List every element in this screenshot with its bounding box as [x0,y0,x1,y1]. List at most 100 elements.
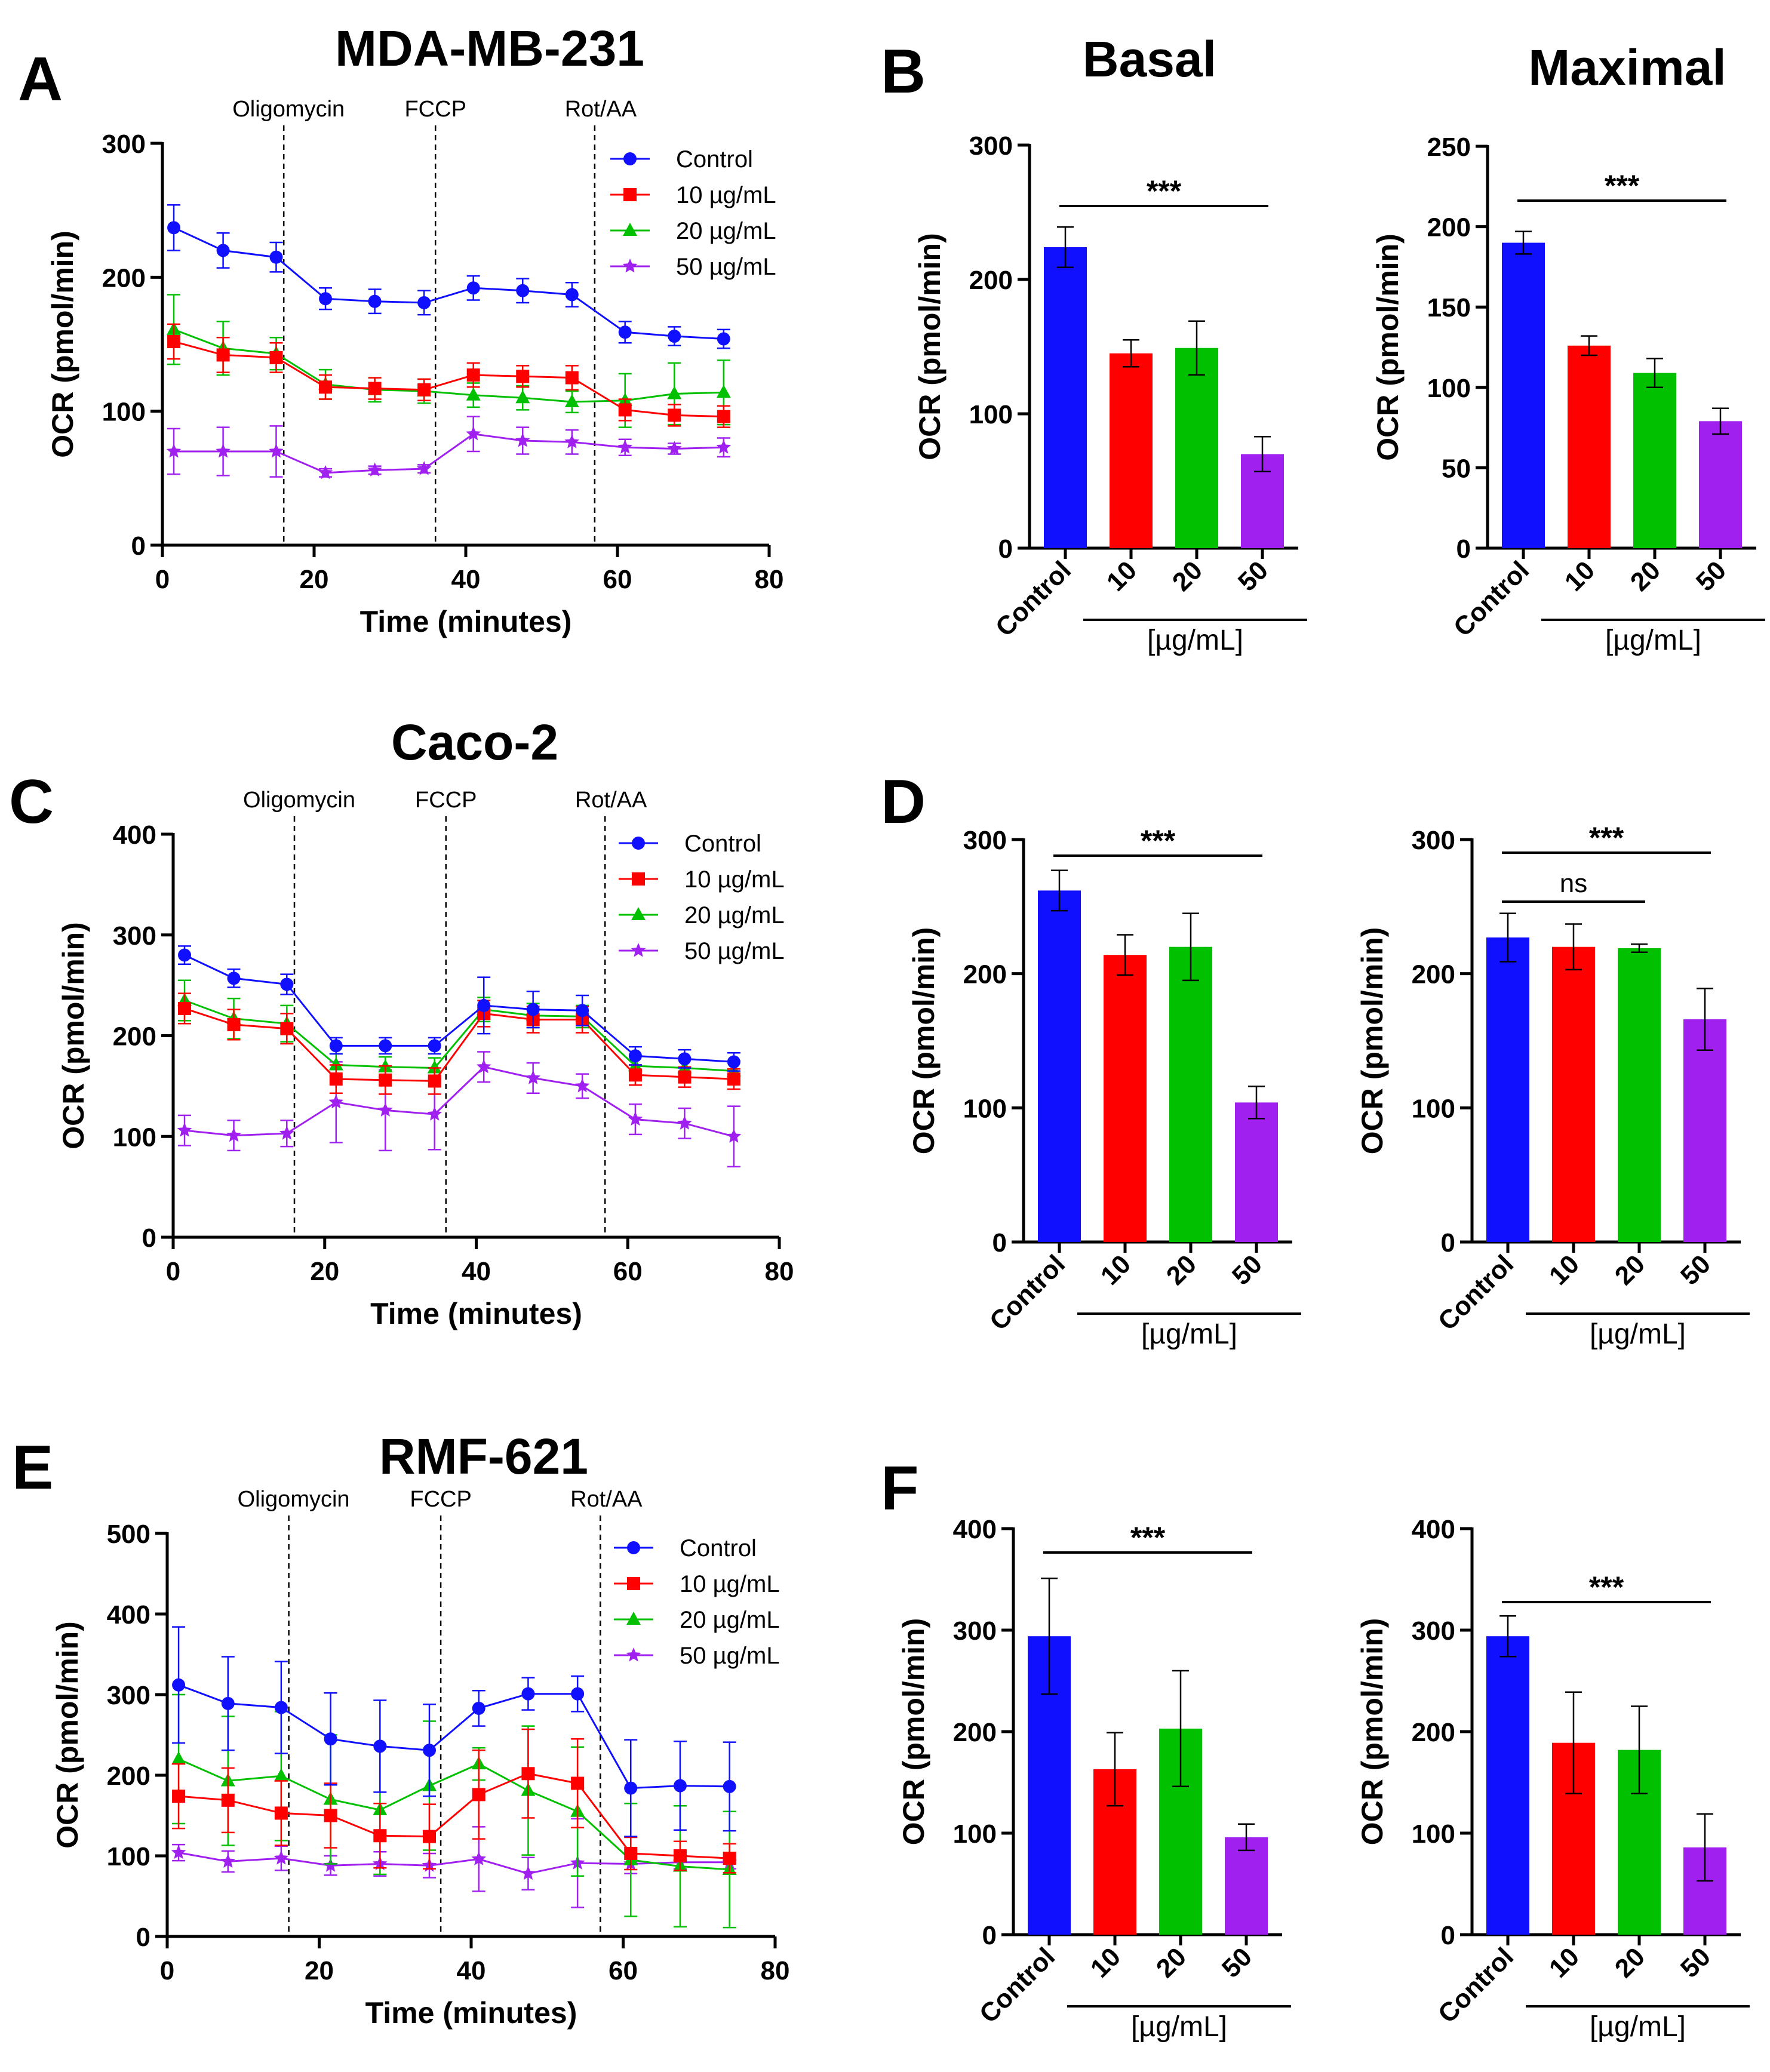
x-tick-label: 10 [1544,1249,1585,1290]
series-line [173,340,724,418]
data-point [624,1781,638,1795]
bar-3 [1235,1102,1278,1242]
x-tick-label: 60 [603,565,632,594]
x-tick-label: 80 [755,565,784,594]
data-point [521,1865,536,1880]
injection-label: Oligomycin [238,1487,350,1512]
y-tick-label: 300 [107,1681,150,1710]
line-chart-E: 0 100 200 300 400 500 0 20 40 60 80 Time (minutes) O… [51,1487,789,2030]
y-tick-label: 0 [998,534,1013,564]
data-point [216,244,230,257]
data-point [677,1115,692,1130]
legend-marker [631,943,646,957]
bar-chart-F-basal: 0 100 200 300 400 OCR (pmol/min) Control 10 20 50… [897,1515,1291,2043]
x-tick-label: 10 [1095,1249,1136,1290]
data-point [227,1017,241,1031]
injection-label: Rot/AA [575,788,647,813]
legend-label: 10 µg/mL [676,182,776,208]
bar-2 [1618,948,1661,1242]
data-point [666,441,682,455]
legend-label: 50 µg/mL [680,1643,780,1669]
x-tick-label: 10 [1544,1942,1585,1983]
data-point [668,408,681,422]
legend-marker [622,259,638,273]
data-point [618,403,632,417]
data-point [427,1060,442,1074]
x-tick-label: 50 [1227,1249,1268,1290]
data-point [624,1846,638,1860]
x-axis-label: Time (minutes) [370,1297,582,1330]
data-point [274,1768,288,1782]
legend-marker [632,872,645,886]
data-point [466,368,480,382]
title-maximal: Maximal [1528,39,1726,96]
data-point [723,1852,736,1865]
data-point [319,292,333,306]
bar-chart-F-maximal: 0 100 200 300 400 OCR (pmol/min) Control 10 20 50… [1356,1515,1750,2043]
series-3 [171,1818,737,1908]
y-tick-label: 400 [107,1600,150,1630]
data-point [329,1039,343,1053]
title-rmf-621: RMF-621 [379,1428,588,1484]
legend-label: Control [680,1535,757,1561]
bar-0 [1044,247,1087,548]
x-tick-label: 20 [1151,1942,1192,1983]
y-tick-label: 0 [1441,1228,1455,1258]
data-point [417,296,431,309]
concentration-label: [µg/mL] [1590,1318,1686,1350]
data-point [428,1039,441,1053]
data-point [274,1850,289,1865]
y-tick-label: 300 [102,130,146,159]
y-tick-label: 400 [113,820,156,850]
bar-0 [1486,1636,1529,1935]
legend-marker [623,223,637,236]
y-tick-label: 0 [1441,1921,1455,1950]
legend-label: 50 µg/mL [684,938,785,964]
bar-chart-B-maximal: 0 50 100 150 200 250 OCR (pmol/min) Control 10 20… [1371,133,1765,656]
x-tick-label: 40 [451,565,481,594]
x-tick-label: 0 [166,1257,180,1286]
significance-label: *** [1147,174,1182,208]
data-point [172,1678,186,1692]
data-point [269,444,284,458]
legend-label: 20 µg/mL [680,1607,780,1633]
data-point [576,1004,589,1017]
injection-label: Oligomycin [232,97,345,122]
y-tick-label: 300 [1412,1616,1455,1646]
y-tick-label: 0 [136,1923,150,1952]
series-line [178,1684,730,1790]
data-point [526,1070,540,1084]
y-tick-label: 200 [107,1761,150,1791]
data-point [379,1039,392,1053]
data-point [466,281,480,295]
bar-chart-D-basal: 0 100 200 300 OCR (pmol/min) Control 10 20 50 [µg… [907,824,1301,1350]
data-point [379,1073,392,1087]
data-point [574,1078,590,1093]
series-line [184,954,734,1063]
data-point [673,1849,687,1862]
y-tick-label: 500 [107,1520,150,1549]
y-tick-label: 0 [142,1223,156,1253]
series-3 [177,1051,742,1168]
y-tick-label: 300 [963,826,1007,855]
data-point [178,1001,192,1015]
data-point [628,1068,642,1082]
series-line [173,226,724,340]
data-point [564,394,579,407]
data-point [416,461,432,475]
data-point [727,1072,740,1086]
data-point [216,348,230,362]
y-tick-label: 200 [969,266,1013,295]
x-tick-label: 50 [1233,555,1274,597]
y-tick-label: 0 [131,531,146,561]
legend-marker [626,1612,641,1625]
legend: Control 10 µg/mL 20 µg/mL 50 µg/mL [614,1535,780,1669]
data-point [227,972,241,985]
data-point [171,1751,186,1764]
data-point [417,383,431,396]
panel-label-d: D [881,767,926,837]
data-point [328,1057,343,1071]
series-0 [167,204,730,349]
x-tick-label: 60 [609,1956,638,1985]
y-axis-label: OCR (pmol/min) [907,927,941,1155]
